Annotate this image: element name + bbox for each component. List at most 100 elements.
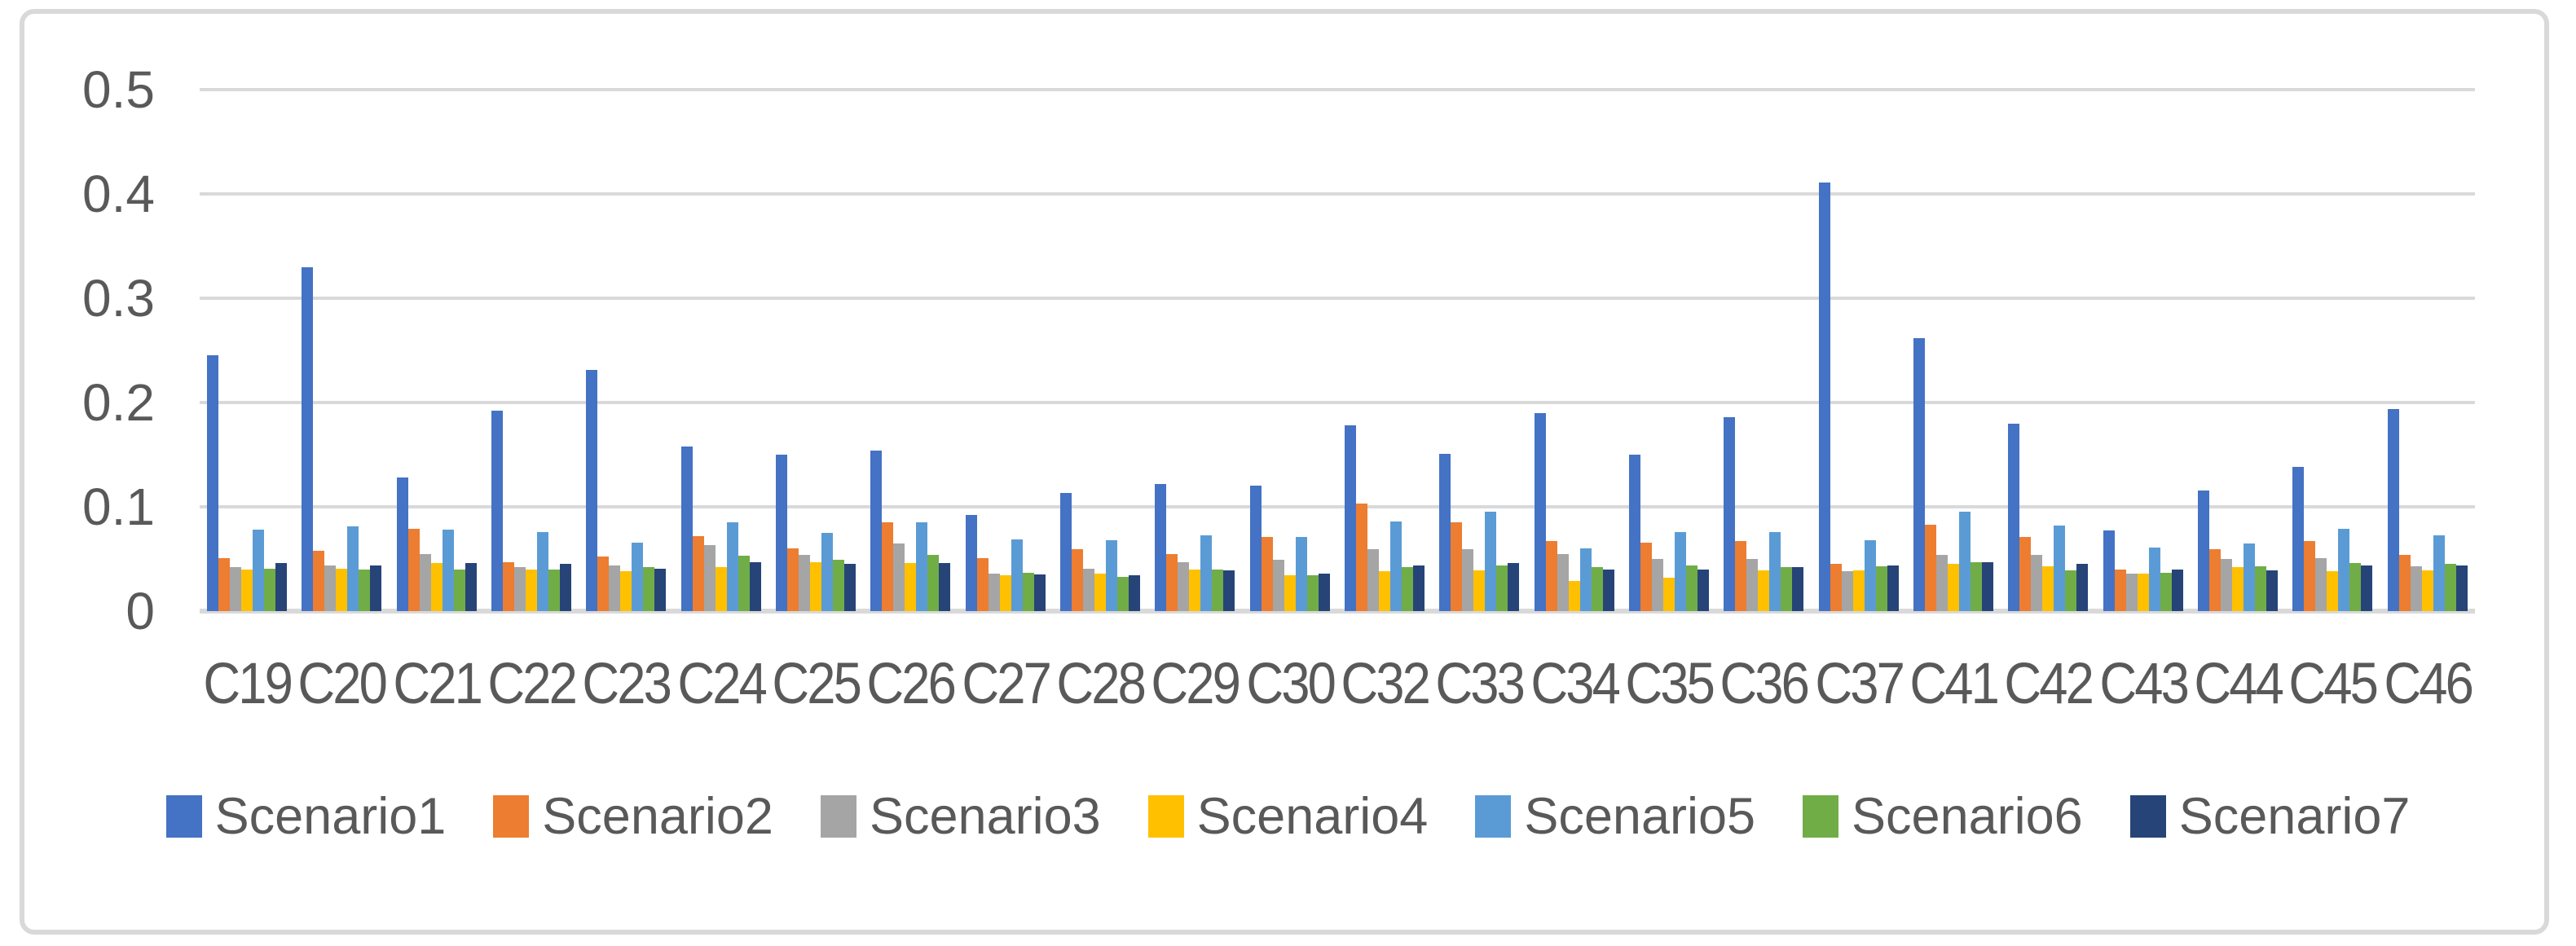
bar-scenario2-C34: [1545, 541, 1557, 611]
bar-scenario2-C23: [597, 557, 610, 611]
x-tick-label: C45: [2288, 650, 2379, 715]
bar-scenario6-C44: [2255, 566, 2267, 611]
bar-scenario3-C24: [703, 545, 716, 611]
legend-label: Scenario3: [869, 788, 1101, 845]
bar-group-C41: [1906, 90, 2001, 611]
bar-scenario1-C25: [776, 455, 788, 611]
bar-scenario5-C21: [442, 530, 454, 611]
bar-scenario3-C34: [1557, 554, 1569, 611]
x-tick-label: C42: [2004, 650, 2094, 715]
bar-scenario3-C41: [1936, 555, 1949, 611]
bar-group-C19: [200, 90, 294, 611]
bar-scenario3-C19: [230, 567, 242, 611]
bar-scenario7-C21: [465, 563, 477, 611]
bar-scenario3-C23: [609, 565, 621, 611]
bar-scenario6-C27: [1022, 573, 1034, 611]
legend-item-scenario7: Scenario7: [2129, 784, 2410, 849]
bar-scenario3-C32: [1367, 549, 1380, 611]
bar-scenario7-C28: [1129, 575, 1141, 611]
bar-scenario2-C32: [1356, 504, 1368, 611]
bar-scenario5-C24: [726, 522, 738, 611]
bar-scenario3-C29: [1178, 562, 1190, 611]
y-tick-label: 0: [125, 582, 155, 640]
x-tick-label: C33: [1435, 650, 1526, 715]
bar-scenario6-C35: [1686, 565, 1698, 611]
bar-scenario1-C45: [2292, 467, 2305, 611]
x-tick-label: C36: [1720, 650, 1810, 715]
bar-scenario1-C42: [2008, 424, 2020, 611]
x-tick-label: C25: [772, 650, 861, 715]
bar-scenario6-C32: [1402, 567, 1414, 611]
bar-group-C42: [2001, 90, 2095, 611]
bar-scenario6-C24: [738, 556, 750, 611]
legend-label: Scenario1: [214, 788, 447, 845]
bar-scenario6-C41: [1971, 562, 1983, 611]
bar-scenario1-C30: [1249, 486, 1262, 611]
bar-scenario5-C19: [253, 530, 265, 611]
bar-group-C20: [294, 90, 389, 611]
bar-scenario2-C35: [1640, 543, 1653, 611]
bar-scenario7-C34: [1602, 570, 1614, 611]
bar-scenario4-C45: [2327, 571, 2339, 611]
bar-scenario6-C46: [2444, 564, 2456, 611]
bar-scenario2-C45: [2304, 541, 2316, 611]
bar-scenario7-C46: [2455, 565, 2468, 611]
x-tick-label: C46: [2384, 650, 2473, 715]
bar-scenario4-C34: [1568, 581, 1580, 611]
bar-scenario2-C21: [407, 529, 420, 611]
bar-group-C36: [1716, 90, 1811, 611]
legend-label: Scenario5: [1524, 788, 1756, 845]
gridline: [200, 192, 2475, 196]
bar-scenario7-C23: [654, 569, 667, 611]
bar-scenario3-C22: [514, 567, 526, 611]
bar-scenario5-C27: [1011, 539, 1023, 611]
x-tick-label: C29: [1151, 650, 1241, 715]
bar-scenario2-C26: [882, 522, 894, 611]
bar-scenario2-C44: [2209, 549, 2222, 611]
bar-scenario7-C33: [1508, 563, 1520, 611]
bar-scenario1-C20: [302, 267, 314, 611]
x-tick-label: C28: [1056, 650, 1146, 715]
bar-scenario2-C33: [1451, 522, 1463, 611]
bar-scenario2-C43: [2114, 570, 2126, 611]
bar-group-C35: [1622, 90, 1716, 611]
x-tick-label: C35: [1625, 650, 1715, 715]
bar-scenario6-C22: [548, 570, 561, 611]
bar-scenario5-C34: [1579, 548, 1592, 611]
bar-scenario2-C46: [2398, 555, 2411, 611]
bar-scenario2-C28: [1072, 549, 1084, 611]
x-tick-label: C24: [677, 650, 767, 715]
bar-scenario5-C41: [1959, 512, 1971, 611]
bar-scenario1-C28: [1060, 493, 1072, 611]
bar-scenario2-C20: [313, 551, 325, 611]
bar-group-C37: [1812, 90, 1906, 611]
bar-scenario4-C26: [905, 563, 917, 611]
bar-scenario1-C34: [1534, 413, 1546, 611]
bar-scenario6-C36: [1781, 567, 1793, 611]
bar-scenario6-C20: [359, 570, 371, 611]
legend-item-scenario6: Scenario6: [1803, 784, 2083, 849]
bar-scenario3-C30: [1272, 560, 1284, 611]
x-axis-line: [200, 609, 2475, 614]
bar-scenario3-C28: [1083, 569, 1095, 611]
bar-scenario3-C36: [1746, 559, 1759, 611]
bar-scenario1-C24: [680, 447, 693, 611]
bar-scenario3-C20: [324, 565, 337, 611]
bar-scenario7-C45: [2361, 565, 2373, 611]
bar-scenario1-C46: [2387, 409, 2399, 611]
gridline: [200, 88, 2475, 91]
bar-scenario5-C44: [2244, 543, 2256, 611]
bar-scenario1-C23: [586, 370, 598, 611]
bar-scenario4-C44: [2232, 567, 2244, 611]
bar-scenario3-C27: [988, 574, 1000, 611]
bar-scenario4-C42: [2042, 566, 2054, 611]
bar-group-C26: [863, 90, 958, 611]
bar-scenario5-C25: [821, 533, 834, 611]
bar-scenario2-C30: [1261, 537, 1273, 611]
bar-scenario4-C32: [1379, 571, 1391, 611]
bar-scenario3-C35: [1652, 559, 1664, 611]
bar-scenario7-C20: [370, 565, 382, 611]
y-tick-label: 0.1: [82, 477, 155, 536]
bar-scenario3-C45: [2315, 558, 2327, 611]
bar-scenario7-C30: [1318, 574, 1330, 611]
